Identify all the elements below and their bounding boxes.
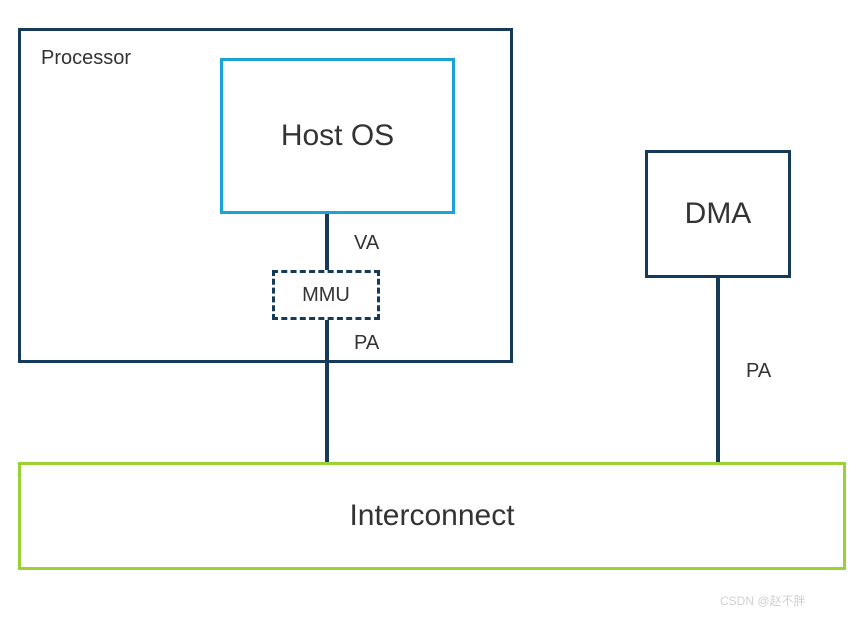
processor-label: Processor xyxy=(41,47,131,70)
pa-label-processor: PA xyxy=(354,332,379,355)
host-os-box: Host OS xyxy=(220,58,455,214)
va-label: VA xyxy=(354,232,379,255)
host-os-label: Host OS xyxy=(281,119,394,153)
edge-hostos-mmu xyxy=(325,214,329,270)
interconnect-label: Interconnect xyxy=(349,499,514,533)
dma-box: DMA xyxy=(645,150,791,278)
edge-mmu-interconnect xyxy=(325,320,329,462)
architecture-diagram: Processor Host OS MMU DMA Interconnect V… xyxy=(0,0,867,617)
watermark-text: CSDN @赵不胖 xyxy=(720,592,806,609)
mmu-label: MMU xyxy=(302,284,350,307)
edge-dma-interconnect xyxy=(716,278,720,462)
pa-label-dma: PA xyxy=(746,360,771,383)
mmu-box: MMU xyxy=(272,270,380,320)
interconnect-box: Interconnect xyxy=(18,462,846,570)
dma-label: DMA xyxy=(685,197,752,231)
